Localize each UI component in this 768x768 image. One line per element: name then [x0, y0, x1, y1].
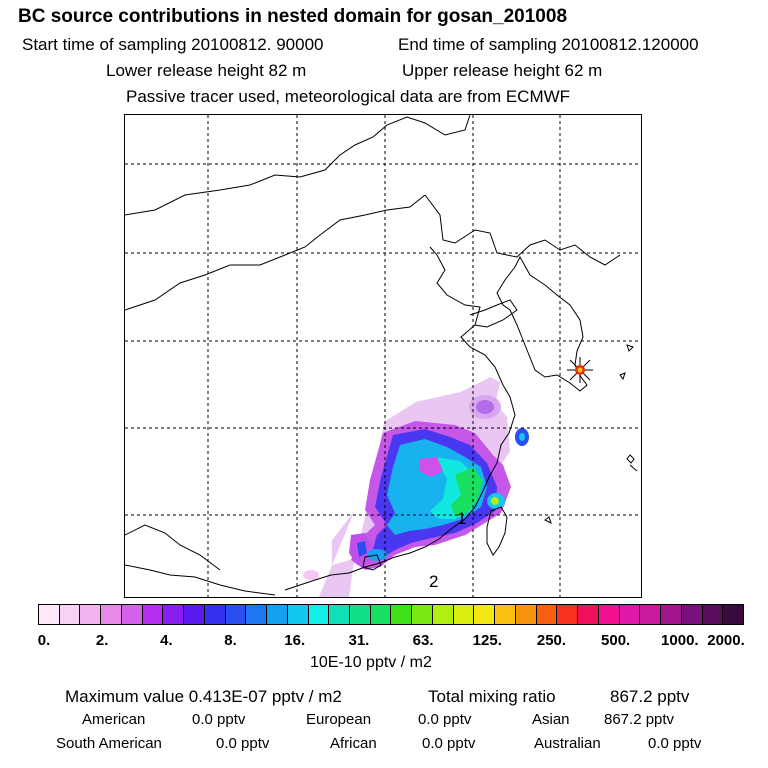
colorbar-cell — [267, 605, 288, 624]
plume-green — [451, 467, 483, 517]
contribution-value: 0.0 pptv — [192, 711, 246, 728]
colorbar-cell — [661, 605, 682, 624]
colorbar-cell — [412, 605, 433, 624]
coast-japan-islands — [544, 344, 638, 524]
contribution-value: 0.0 pptv — [216, 735, 270, 752]
plume-layer — [303, 377, 529, 597]
contribution-name: Australian — [534, 735, 601, 752]
plume-south-west-core — [357, 541, 367, 557]
colorbar-cell — [723, 605, 743, 624]
coast-bohai — [284, 246, 516, 591]
coast-taiwan — [486, 506, 508, 556]
coast-shandong — [469, 299, 518, 328]
map-canvas — [125, 115, 641, 597]
tracer-note-text: Passive tracer used, meteorological data… — [126, 87, 571, 106]
start-time-text: Start time of sampling 20100812. 90000 — [22, 35, 324, 54]
colorbar-cell — [453, 605, 475, 624]
colorbar-cell — [184, 605, 205, 624]
map-label-2: 2 — [429, 572, 439, 591]
colorbar-cell — [287, 605, 309, 624]
colorbar — [38, 604, 744, 625]
max-value-text: Maximum value 0.413E-07 pptv / m2 — [65, 687, 342, 706]
plume-north-core — [476, 400, 494, 414]
contribution-name: American — [82, 711, 146, 728]
colorbar-cell — [350, 605, 371, 624]
colorbar-tick-label: 8. — [224, 632, 237, 649]
colorbar-cell — [640, 605, 662, 624]
end-time-text: End time of sampling 20100812.120000 — [398, 35, 699, 54]
colorbar-unit-label: 10E-10 pptv / m2 — [310, 654, 432, 671]
colorbar-cell — [308, 605, 330, 624]
colorbar-cell — [370, 605, 392, 624]
colorbar-tick-label: 125. — [472, 632, 502, 649]
star-marker-icon — [567, 357, 593, 383]
grid-layer — [125, 115, 641, 597]
contribution-name: Asian — [532, 711, 570, 728]
page-title: BC source contributions in nested domain… — [18, 6, 568, 27]
plume-magenta-patch — [419, 457, 443, 477]
colorbar-cell — [432, 605, 454, 624]
colorbar-cell — [329, 605, 351, 624]
colorbar-cell — [536, 605, 558, 624]
colorbar-tick-label: 500. — [601, 632, 631, 649]
colorbar-cell — [225, 605, 247, 624]
colorbar-tick-label: 4. — [160, 632, 173, 649]
border-north-east — [424, 194, 621, 266]
contribution-name: South American — [56, 735, 162, 752]
colorbar-cell — [598, 605, 620, 624]
contribution-value: 0.0 pptv — [648, 735, 702, 752]
map-label-1: 1 — [457, 509, 467, 528]
colorbar-tick-label: 2000. — [707, 632, 745, 649]
colorbar-cell — [495, 605, 516, 624]
colorbar-cell — [391, 605, 413, 624]
border-china-north — [125, 194, 426, 311]
colorbar-cell — [59, 605, 81, 624]
colorbar-tick-label: 31. — [348, 632, 370, 649]
colorbar-tick-label: 1000. — [661, 632, 699, 649]
contribution-value: 0.0 pptv — [418, 711, 472, 728]
total-mixing-label: Total mixing ratio — [428, 687, 556, 706]
colorbar-cell — [619, 605, 641, 624]
plume-east-spot-core — [519, 433, 525, 441]
plume-coast-spot-core — [491, 497, 499, 505]
colorbar-tick-label: 63. — [412, 632, 434, 649]
contribution-value: 0.0 pptv — [422, 735, 476, 752]
colorbar-cell — [163, 605, 185, 624]
colorbar-cell — [578, 605, 599, 624]
coastline-layer — [125, 115, 638, 596]
colorbar-cell — [702, 605, 724, 624]
colorbar-cell — [204, 605, 226, 624]
colorbar-cell — [515, 605, 537, 624]
coast-korea — [496, 255, 588, 392]
lower-height-text: Lower release height 82 m — [106, 61, 307, 80]
colorbar-cell — [121, 605, 143, 624]
colorbar-cell — [101, 605, 122, 624]
coast-hainan — [362, 554, 382, 571]
colorbar-cell — [80, 605, 102, 624]
total-mixing-value: 867.2 pptv — [610, 687, 690, 706]
colorbar-cell — [474, 605, 496, 624]
plume-far-sw — [303, 570, 319, 580]
contribution-value: 867.2 pptv — [604, 711, 675, 728]
colorbar-cell — [142, 605, 164, 624]
colorbar-tick-label: 2. — [95, 632, 109, 649]
map-panel: 1 2 — [124, 114, 642, 598]
colorbar-cell — [39, 605, 60, 624]
border-southwest — [125, 564, 276, 596]
colorbar-cell — [557, 605, 579, 624]
contribution-name: European — [306, 711, 372, 728]
colorbar-tick-label: 250. — [536, 632, 567, 649]
colorbar-cell — [246, 605, 268, 624]
colorbar-tick-label: 16. — [284, 632, 306, 649]
colorbar-cell — [681, 605, 703, 624]
contribution-name: African — [330, 735, 377, 752]
colorbar-tick-label: 0. — [37, 632, 51, 649]
upper-height-text: Upper release height 62 m — [402, 61, 603, 80]
border-west — [125, 524, 221, 571]
border-mongolia-north — [125, 115, 471, 216]
